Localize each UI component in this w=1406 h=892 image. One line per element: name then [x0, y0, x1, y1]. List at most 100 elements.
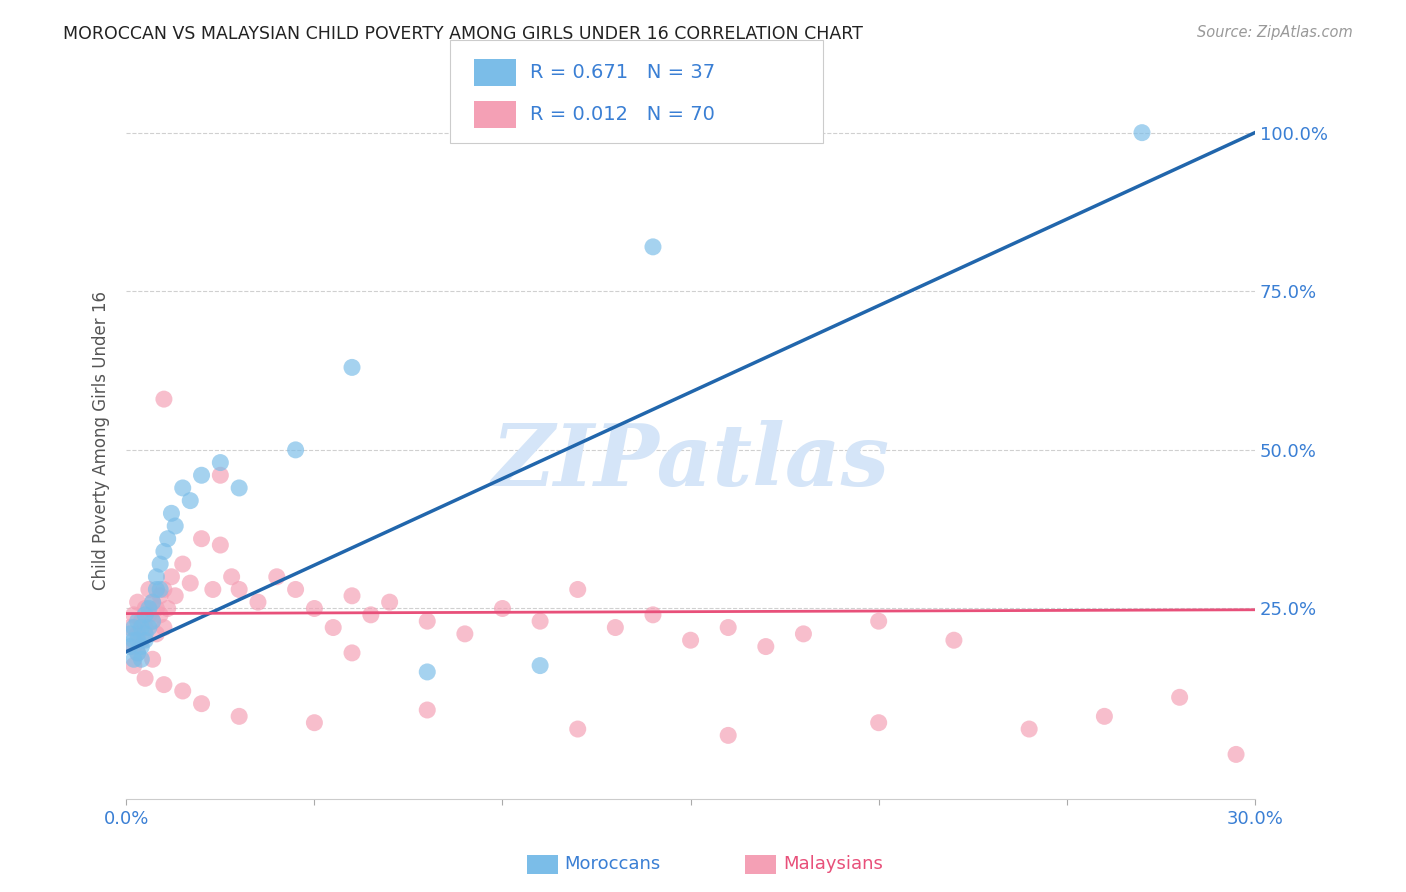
Point	[190, 532, 212, 546]
Point	[127, 627, 149, 641]
Point	[131, 621, 153, 635]
Point	[172, 684, 194, 698]
Point	[127, 633, 149, 648]
Point	[567, 582, 589, 597]
Point	[142, 614, 165, 628]
Point	[165, 589, 187, 603]
Point	[1130, 126, 1153, 140]
Point	[179, 576, 201, 591]
Text: ZIPatlas: ZIPatlas	[492, 420, 890, 504]
Point	[868, 614, 890, 628]
Point	[209, 456, 232, 470]
Point	[1092, 709, 1115, 723]
Point	[142, 595, 165, 609]
Point	[122, 640, 145, 654]
Point	[868, 715, 890, 730]
Point	[160, 570, 183, 584]
Point	[153, 582, 176, 597]
Point	[138, 601, 160, 615]
Point	[717, 621, 740, 635]
Point	[1225, 747, 1247, 762]
Point	[605, 621, 627, 635]
Point	[529, 614, 551, 628]
Point	[201, 582, 224, 597]
Point	[127, 646, 149, 660]
Point	[340, 360, 363, 375]
Point	[122, 607, 145, 622]
Point	[792, 627, 814, 641]
Point	[156, 532, 179, 546]
Point	[127, 595, 149, 609]
Text: R = 0.012   N = 70: R = 0.012 N = 70	[530, 105, 714, 124]
Point	[454, 627, 477, 641]
Point	[416, 665, 439, 679]
Point	[131, 614, 153, 628]
Point	[284, 442, 307, 457]
Point	[304, 601, 326, 615]
Point	[142, 652, 165, 666]
Point	[179, 493, 201, 508]
Point	[134, 633, 156, 648]
Point	[122, 633, 145, 648]
Point	[284, 582, 307, 597]
Point	[228, 481, 250, 495]
Point	[190, 697, 212, 711]
Point	[149, 557, 172, 571]
Point	[1018, 722, 1040, 736]
Point	[138, 582, 160, 597]
Point	[340, 646, 363, 660]
Point	[120, 627, 142, 641]
Point	[165, 519, 187, 533]
Point	[266, 570, 288, 584]
Point	[134, 601, 156, 615]
Point	[149, 589, 172, 603]
Point	[131, 633, 153, 648]
Point	[120, 640, 142, 654]
Text: MOROCCAN VS MALAYSIAN CHILD POVERTY AMONG GIRLS UNDER 16 CORRELATION CHART: MOROCCAN VS MALAYSIAN CHILD POVERTY AMON…	[63, 25, 863, 43]
Point	[127, 614, 149, 628]
Point	[131, 640, 153, 654]
Text: Moroccans: Moroccans	[564, 855, 659, 873]
Point	[122, 621, 145, 635]
Point	[172, 481, 194, 495]
Point	[134, 607, 156, 622]
Point	[122, 658, 145, 673]
Point	[138, 621, 160, 635]
Point	[172, 557, 194, 571]
Point	[246, 595, 269, 609]
Point	[641, 240, 664, 254]
Text: R = 0.671   N = 37: R = 0.671 N = 37	[530, 63, 716, 82]
Point	[491, 601, 513, 615]
Point	[190, 468, 212, 483]
Point	[567, 722, 589, 736]
Point	[145, 582, 167, 597]
Point	[228, 709, 250, 723]
Point	[153, 392, 176, 406]
Point	[360, 607, 382, 622]
Point	[134, 627, 156, 641]
Point	[153, 621, 176, 635]
Point	[322, 621, 344, 635]
Point	[221, 570, 243, 584]
Point	[156, 601, 179, 615]
Point	[378, 595, 401, 609]
Point	[145, 570, 167, 584]
Point	[142, 595, 165, 609]
Point	[153, 544, 176, 558]
Point	[142, 614, 165, 628]
Point	[679, 633, 702, 648]
Y-axis label: Child Poverty Among Girls Under 16: Child Poverty Among Girls Under 16	[93, 291, 110, 590]
Point	[416, 614, 439, 628]
Point	[134, 671, 156, 685]
Point	[138, 607, 160, 622]
Point	[127, 646, 149, 660]
Point	[149, 582, 172, 597]
Point	[942, 633, 965, 648]
Point	[340, 589, 363, 603]
Text: Source: ZipAtlas.com: Source: ZipAtlas.com	[1197, 25, 1353, 40]
Point	[122, 652, 145, 666]
Point	[717, 728, 740, 742]
Point	[153, 678, 176, 692]
Point	[131, 652, 153, 666]
Point	[149, 607, 172, 622]
